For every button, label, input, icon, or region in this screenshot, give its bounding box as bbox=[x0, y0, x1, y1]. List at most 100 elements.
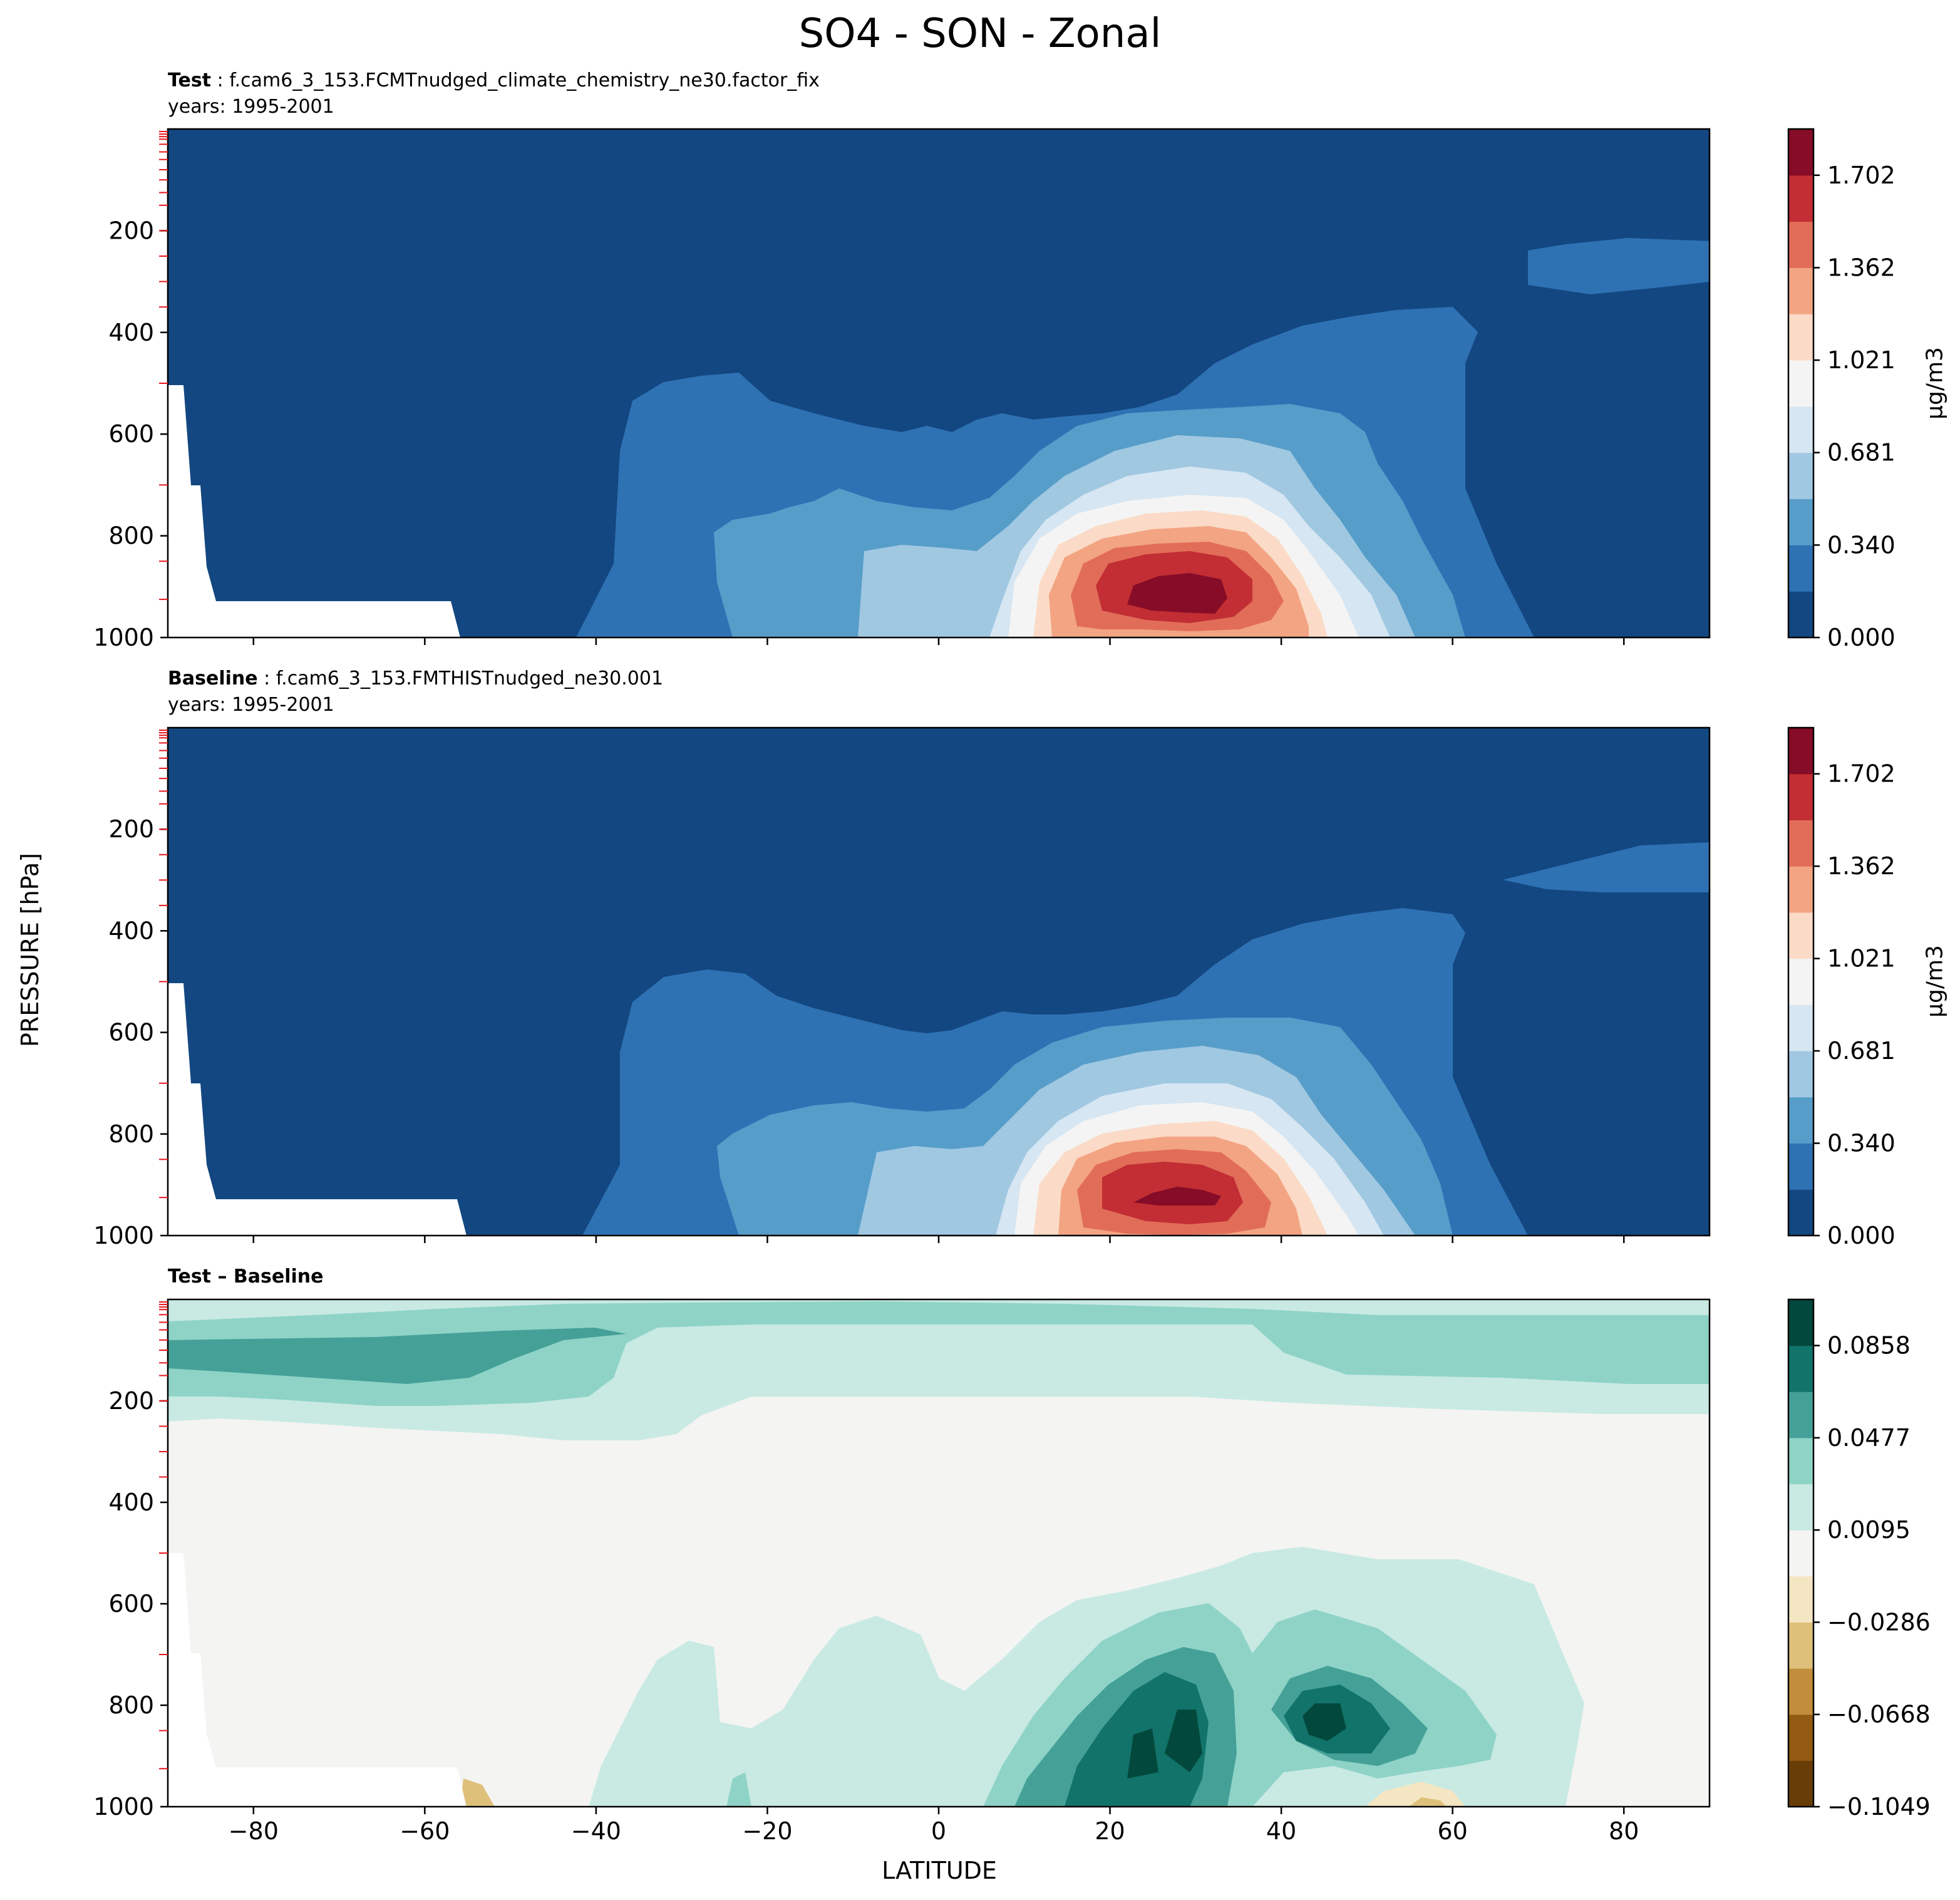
colorbar-segment bbox=[1788, 1097, 1813, 1144]
y-tick-label: 1000 bbox=[93, 624, 154, 651]
colorbar-tick-label: 0.681 bbox=[1827, 1037, 1896, 1065]
diff-level-neg-small2 bbox=[1409, 1797, 1447, 1807]
colorbar-tick-label: 0.000 bbox=[1827, 624, 1896, 651]
x-tick-label: 40 bbox=[1266, 1817, 1296, 1845]
colorbar-tick-label: −0.1049 bbox=[1827, 1793, 1931, 1820]
y-tick-label: 200 bbox=[108, 1387, 154, 1415]
colorbar-segment bbox=[1788, 866, 1813, 913]
colorbar-segment bbox=[1788, 1004, 1813, 1051]
diff-level-neg-sp bbox=[460, 1779, 495, 1807]
colorbar-segment bbox=[1788, 1345, 1813, 1392]
colorbar-segment bbox=[1788, 129, 1813, 176]
colorbar-segment bbox=[1788, 1051, 1813, 1098]
diff-level-pos5b-low bbox=[1165, 1710, 1202, 1772]
y-tick-label: 1000 bbox=[93, 1222, 154, 1249]
colorbar-segment bbox=[1788, 820, 1813, 867]
colorbar-tick-label: 1.021 bbox=[1827, 346, 1896, 374]
colorbar-frame bbox=[1787, 128, 1815, 639]
colorbar-segment bbox=[1788, 1143, 1813, 1190]
colorbar-segment bbox=[1788, 1437, 1813, 1485]
x-tick-label: 0 bbox=[931, 1817, 946, 1845]
diff-level-pos2c-low bbox=[726, 1772, 751, 1807]
colorbar-segment bbox=[1788, 1760, 1813, 1807]
colorbar-tick-label: −0.0286 bbox=[1827, 1608, 1931, 1636]
colorbar-segment bbox=[1788, 728, 1813, 775]
y-tick-label: 800 bbox=[108, 522, 154, 550]
diff-panel-title: Test – Baseline bbox=[168, 1266, 324, 1288]
y-tick-label: 400 bbox=[108, 319, 154, 346]
colorbar-segment bbox=[1788, 958, 1813, 1005]
colorbar-tick-label: 1.362 bbox=[1827, 254, 1896, 281]
x-tick-label: −80 bbox=[229, 1817, 279, 1845]
y-tick-label: 600 bbox=[108, 1019, 154, 1046]
colorbar-segment bbox=[1788, 452, 1813, 500]
colorbar-segment bbox=[1788, 1714, 1813, 1761]
y-tick-label: 400 bbox=[108, 1489, 154, 1516]
diff-level-pos2b-top bbox=[1252, 1324, 1710, 1359]
x-tick-label: 20 bbox=[1095, 1817, 1125, 1845]
colorbar-tick-label: 1.021 bbox=[1827, 945, 1896, 973]
masked-region bbox=[168, 385, 460, 638]
baseline-panel-years: years: 1995-2001 bbox=[168, 694, 334, 716]
colorbar-tick-label: −0.0668 bbox=[1827, 1701, 1931, 1728]
test-colorbar-unit: μg/m3 bbox=[1922, 347, 1948, 420]
y-tick-label: 600 bbox=[108, 420, 154, 448]
x-tick-label: −40 bbox=[571, 1817, 621, 1845]
baseline-colorbar-unit: μg/m3 bbox=[1922, 945, 1948, 1018]
colorbar-segment bbox=[1788, 1391, 1813, 1438]
diff-level-pos3-top bbox=[168, 1328, 626, 1384]
colorbar-segment bbox=[1788, 175, 1813, 222]
figure-title: SO4 - SON - Zonal bbox=[798, 11, 1162, 57]
colorbar-tick-label: 0.0095 bbox=[1827, 1516, 1911, 1544]
test-panel-title: Test : f.cam6_3_153.FCMTnudged_climate_c… bbox=[168, 70, 820, 91]
y-tick-label: 800 bbox=[108, 1120, 154, 1148]
colorbar-tick-label: 0.340 bbox=[1827, 531, 1896, 559]
y-tick-label: 200 bbox=[108, 217, 154, 244]
x-tick-label: 60 bbox=[1437, 1817, 1467, 1845]
colorbar-segment bbox=[1788, 1189, 1813, 1236]
colorbar-tick-label: 0.681 bbox=[1827, 439, 1896, 467]
x-tick-label: 80 bbox=[1609, 1817, 1639, 1845]
test-panel-years: years: 1995-2001 bbox=[168, 96, 334, 118]
y-tick-label: 200 bbox=[108, 815, 154, 843]
y-tick-label: 600 bbox=[108, 1590, 154, 1618]
x-axis-label: LATITUDE bbox=[882, 1857, 997, 1884]
contour-level-10 bbox=[1133, 1187, 1221, 1206]
colorbar-segment bbox=[1788, 545, 1813, 592]
test-plot bbox=[167, 128, 1711, 639]
colorbar-segment bbox=[1788, 1299, 1813, 1346]
colorbar-tick-label: 0.340 bbox=[1827, 1130, 1896, 1157]
colorbar-segment bbox=[1788, 221, 1813, 268]
diff-level-pos5c-low bbox=[1302, 1703, 1346, 1741]
colorbar-segment bbox=[1788, 267, 1813, 314]
y-tick-label: 400 bbox=[108, 917, 154, 944]
x-tick-label: −60 bbox=[400, 1817, 450, 1845]
colorbar-segment bbox=[1788, 1530, 1813, 1577]
contour-level-1b bbox=[1503, 842, 1710, 892]
colorbar-segment bbox=[1788, 591, 1813, 638]
colorbars: 0.000 0.340 0.681 1.021 1.362 1.702 0.000 0.340… bbox=[1787, 128, 1931, 1820]
colorbar-frame bbox=[1787, 1298, 1815, 1808]
colorbar-tick-label: 0.000 bbox=[1827, 1222, 1896, 1249]
colorbar-segment bbox=[1788, 1622, 1813, 1669]
y-tick-label: 800 bbox=[108, 1691, 154, 1719]
masked-region bbox=[168, 1553, 467, 1807]
diff-level-pos5-low bbox=[1127, 1728, 1158, 1779]
colorbar-segment bbox=[1788, 314, 1813, 361]
colorbar-tick-label: 0.0477 bbox=[1827, 1424, 1911, 1452]
baseline-plot bbox=[167, 726, 1711, 1237]
colorbar-segment bbox=[1788, 912, 1813, 959]
colorbar-segment bbox=[1788, 498, 1813, 545]
colorbar-frame bbox=[1787, 726, 1815, 1237]
colorbar-segment bbox=[1788, 406, 1813, 453]
x-tick-label: −20 bbox=[742, 1817, 792, 1845]
masked-region bbox=[168, 983, 467, 1236]
colorbar-segment bbox=[1788, 360, 1813, 407]
axes-ticks: 2004006008001000200400600800100020040060… bbox=[93, 131, 1639, 1845]
contour-level-1b bbox=[1528, 238, 1710, 294]
colorbar-segment bbox=[1788, 1668, 1813, 1715]
diff-plot bbox=[167, 1298, 1711, 1808]
y-tick-label: 1000 bbox=[93, 1793, 154, 1820]
colorbar-segment bbox=[1788, 1484, 1813, 1531]
